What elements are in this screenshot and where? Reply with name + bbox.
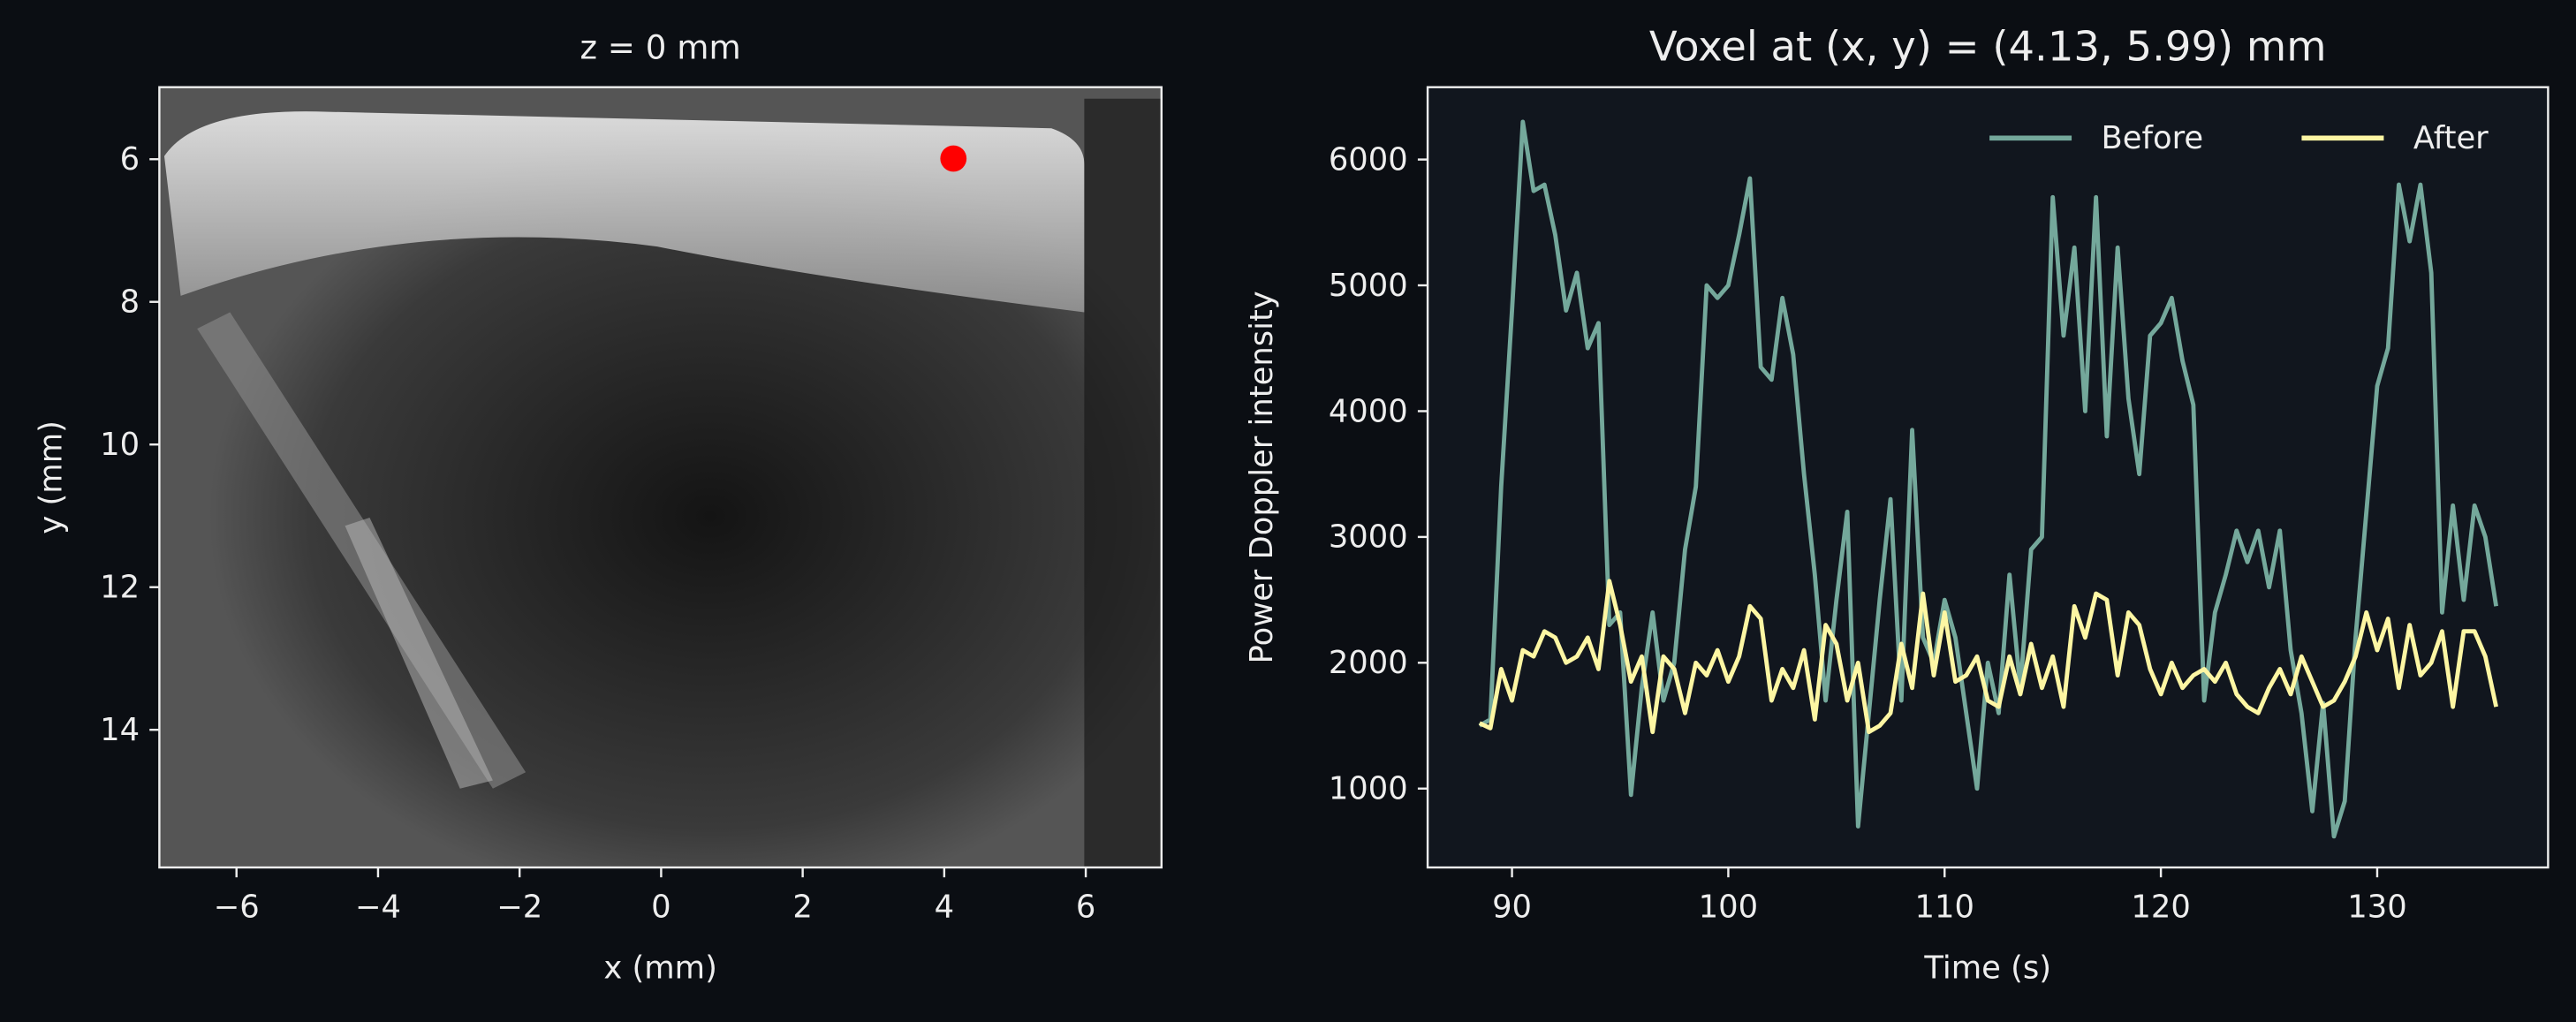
y-tick-label: 5000	[1329, 268, 1408, 304]
y-tick-label: 6	[120, 141, 140, 178]
y-tick-label: 2000	[1329, 645, 1408, 681]
y-tick-label: 14	[100, 712, 140, 748]
y-axis-label: Power Doppler intensity	[1244, 291, 1280, 663]
legend-label: After	[2413, 120, 2489, 156]
ultrasound-image	[159, 87, 1162, 868]
y-tick-label: 10	[100, 427, 140, 463]
y-tick-label: 3000	[1329, 519, 1408, 556]
chart-title: Voxel at (x, y) = (4.13, 5.99) mm	[1649, 22, 2327, 70]
chart-title: z = 0 mm	[580, 27, 740, 66]
y-tick-label: 8	[120, 284, 140, 321]
series-line	[1478, 119, 2499, 839]
plot-area	[1428, 87, 2549, 868]
y-tick-label: 4000	[1329, 393, 1408, 429]
x-axis-label: Time (s)	[1923, 950, 2051, 986]
x-tick-label: 4	[935, 890, 954, 926]
x-tick-label: 130	[2347, 890, 2406, 926]
y-tick-label: 12	[100, 570, 140, 606]
x-tick-label: −2	[496, 890, 542, 926]
series-line	[1478, 579, 2498, 735]
x-tick-label: 120	[2131, 890, 2190, 926]
x-tick-label: −6	[214, 890, 260, 926]
x-tick-label: 2	[792, 890, 812, 926]
axes-frame	[1426, 86, 2549, 869]
y-axis-label: y (mm)	[34, 420, 70, 534]
x-tick-label: 100	[1699, 890, 1758, 926]
legend-label: Before	[2102, 120, 2204, 156]
voxel-marker	[940, 145, 967, 172]
x-tick-label: 6	[1076, 890, 1095, 926]
y-tick-label: 1000	[1329, 771, 1408, 807]
x-tick-label: 0	[651, 890, 671, 926]
x-axis-label: x (mm)	[603, 950, 717, 986]
y-tick-label: 6000	[1329, 141, 1408, 178]
x-tick-label: 90	[1492, 890, 1532, 926]
x-tick-label: −4	[355, 890, 401, 926]
x-tick-label: 110	[1915, 890, 1974, 926]
